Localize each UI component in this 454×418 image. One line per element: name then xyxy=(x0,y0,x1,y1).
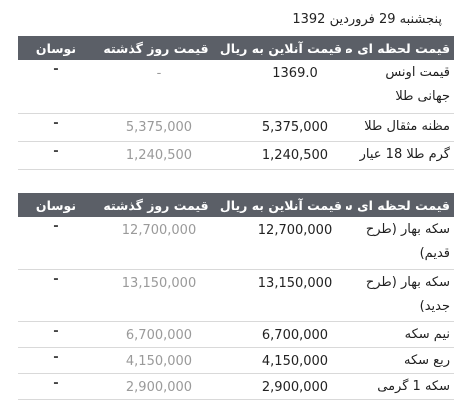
header-coin-name: قیمت لحظه ای سکه xyxy=(346,193,454,217)
online-price: 1369.0 xyxy=(218,60,346,114)
online-price: 4,150,000 xyxy=(218,347,346,374)
header-online-price: قیمت آنلاین به ریال xyxy=(218,36,346,60)
item-name: گرم طلا 18 عیار xyxy=(346,141,454,170)
previous-price: 12,700,000 xyxy=(94,217,218,270)
table-row: نیم سکه 6,700,000 6,700,000 - xyxy=(18,321,454,348)
coin-price-table: قیمت لحظه ای سکه قیمت آنلاین به ریال قیم… xyxy=(18,193,454,400)
change-value: - xyxy=(18,269,94,322)
online-price: 12,700,000 xyxy=(218,217,346,270)
change-value: - xyxy=(18,141,94,170)
coin-table-header: قیمت لحظه ای سکه قیمت آنلاین به ریال قیم… xyxy=(18,193,454,217)
header-online-price: قیمت آنلاین به ریال xyxy=(218,193,346,217)
previous-price: 13,150,000 xyxy=(94,269,218,322)
header-change: نوسان xyxy=(18,193,94,217)
online-price: 2,900,000 xyxy=(218,373,346,400)
table-row: سکه بهار (طرح قدیم) 12,700,000 12,700,00… xyxy=(18,217,454,270)
date-label: پنجشنبه 29 فروردین 1392 xyxy=(292,12,442,27)
online-price: 1,240,500 xyxy=(218,141,346,170)
previous-price: 4,150,000 xyxy=(94,347,218,374)
item-name: نیم سکه xyxy=(346,321,454,348)
table-row: قیمت اونس جهانی طلا 1369.0 - - xyxy=(18,60,454,114)
item-name: سکه بهار (طرح قدیم) xyxy=(346,217,454,270)
table-row: ربع سکه 4,150,000 4,150,000 - xyxy=(18,347,454,374)
item-name: قیمت اونس جهانی طلا xyxy=(346,60,454,114)
online-price: 13,150,000 xyxy=(218,269,346,322)
online-price: 6,700,000 xyxy=(218,321,346,348)
previous-price: 2,900,000 xyxy=(94,373,218,400)
table-row: گرم طلا 18 عیار 1,240,500 1,240,500 - xyxy=(18,141,454,170)
item-name: سکه بهار (طرح جدید) xyxy=(346,269,454,322)
table-row: مظنه مثقال طلا 5,375,000 5,375,000 - xyxy=(18,113,454,142)
change-value: - xyxy=(18,217,94,270)
change-value: - xyxy=(18,113,94,142)
change-value: - xyxy=(18,373,94,400)
change-value: - xyxy=(18,321,94,348)
gold-price-table: قیمت لحظه ای طلا قیمت آنلاین به ریال قیم… xyxy=(18,36,454,170)
table-row: سکه 1 گرمی 2,900,000 2,900,000 - xyxy=(18,373,454,400)
previous-price: 1,240,500 xyxy=(94,141,218,170)
previous-price: - xyxy=(94,60,218,114)
header-previous-price: قیمت روز گذشته xyxy=(94,193,218,217)
change-value: - xyxy=(18,347,94,374)
item-name: سکه 1 گرمی xyxy=(346,373,454,400)
table-row: سکه بهار (طرح جدید) 13,150,000 13,150,00… xyxy=(18,269,454,322)
online-price: 5,375,000 xyxy=(218,113,346,142)
previous-price: 5,375,000 xyxy=(94,113,218,142)
gold-table-header: قیمت لحظه ای طلا قیمت آنلاین به ریال قیم… xyxy=(18,36,454,60)
header-change: نوسان xyxy=(18,36,94,60)
header-previous-price: قیمت روز گذشته xyxy=(94,36,218,60)
item-name: ربع سکه xyxy=(346,347,454,374)
previous-price: 6,700,000 xyxy=(94,321,218,348)
header-gold-name: قیمت لحظه ای طلا xyxy=(346,36,454,60)
change-value: - xyxy=(18,60,94,114)
item-name: مظنه مثقال طلا xyxy=(346,113,454,142)
